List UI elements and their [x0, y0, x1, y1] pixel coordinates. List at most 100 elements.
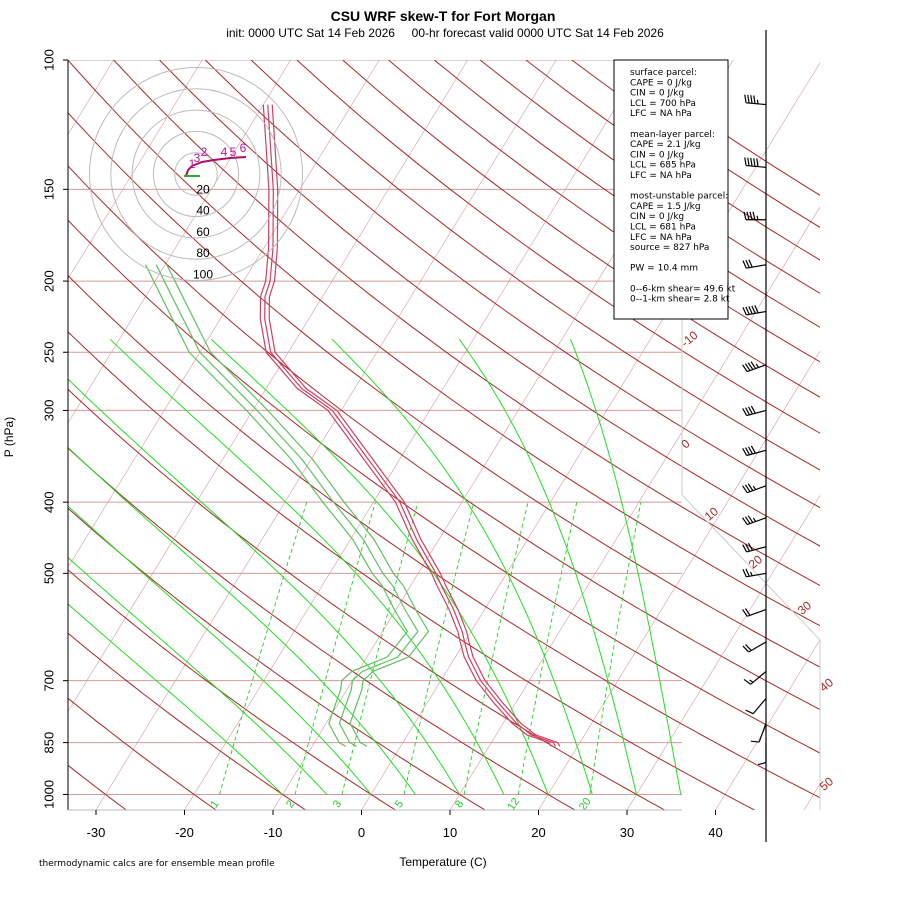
y-axis-label: P (hPa): [2, 417, 16, 457]
wind-barb-half: [752, 517, 757, 522]
wind-barb-flag: [744, 94, 747, 103]
dry-adiabat-line: [68, 165, 820, 711]
stats-line: CAPE = 0 J/kg: [630, 78, 692, 88]
chart-title: CSU WRF skew-T for Fort Morgan: [331, 8, 556, 24]
wind-barbs: [742, 30, 767, 842]
wind-barb-flag: [742, 408, 748, 416]
wind-barb-flag: [744, 516, 751, 524]
dry-adiabat-line: [68, 764, 127, 810]
hodograph-height-label: 3: [194, 151, 201, 165]
wind-barb-flag: [742, 609, 748, 617]
x-axis-label: Temperature (C): [399, 855, 486, 869]
wind-barb-flag: [744, 608, 751, 616]
dewpoint-line: [166, 264, 430, 747]
temperature-line: [268, 104, 561, 747]
wind-barb-flag: [743, 211, 747, 220]
wind-barb-flag: [747, 483, 754, 491]
wind-barb-flag: [750, 405, 756, 414]
wind-barb-flag: [745, 259, 750, 268]
parcel-stats-box: surface parcel:CAPE = 0 J/kg CIN = 0 J/kg…: [613, 59, 736, 320]
mixing-ratio-line: [403, 502, 475, 795]
wind-barb-flag: [742, 364, 748, 372]
footnote: thermodynamic calcs are for ensemble mea…: [39, 859, 275, 869]
wind-barb: [742, 515, 767, 526]
hodograph-height-label: 4: [221, 145, 228, 159]
temperature-tick-label: -30: [87, 825, 106, 840]
wind-barb-half: [749, 571, 753, 577]
dry-adiabat-line: [68, 274, 820, 799]
wind-barb-flag: [750, 157, 753, 167]
wind-barb-flag: [748, 306, 753, 315]
dry-adiabat-line: [159, 60, 820, 547]
wind-barb-staff: [746, 449, 767, 457]
wind-barb-flag: [742, 569, 747, 578]
wind-barb-staff: [746, 409, 767, 417]
hodograph-trace: [185, 156, 247, 177]
wind-barb-flag: [754, 305, 759, 314]
isotherm-line: [361, 62, 820, 810]
wind-barb-flag: [747, 406, 754, 415]
wind-barb-staff: [747, 364, 767, 373]
mixing-ratio-line: [463, 502, 529, 795]
mixing-ratio-line: [219, 502, 308, 795]
wind-barb-flag: [743, 678, 752, 685]
wind-barb-flag: [745, 644, 752, 651]
temperature-line: [264, 104, 556, 747]
stats-line: surface parcel:: [630, 68, 697, 78]
moist-adiabat-line: [68, 505, 372, 795]
hodograph-ring: [89, 67, 303, 281]
wind-barb-flag: [747, 157, 750, 166]
wind-barb-flag: [748, 259, 753, 268]
wind-barb-staff: [746, 572, 767, 578]
wind-barb-flag: [742, 517, 748, 525]
moist-adiabat-line: [68, 556, 328, 795]
wind-barb-flag: [742, 485, 748, 493]
wind-barb-flag: [751, 305, 756, 314]
wind-barb-flag: [745, 407, 751, 416]
wind-barb: [743, 670, 767, 685]
chart-subtitle: init: 0000 UTC Sat 14 Feb 2026 00-hr for…: [226, 26, 664, 40]
stats-line: LCL = 685 hPa: [630, 161, 696, 171]
hodograph-ring-label: 20: [196, 182, 210, 196]
stats-line: CIN = 0 J/kg: [630, 150, 684, 160]
wind-barb: [743, 211, 766, 221]
wind-barb-staff: [752, 698, 767, 715]
wind-barb-flag: [750, 740, 760, 743]
temperature-tick-label: -10: [264, 825, 283, 840]
mixing-ratio-label: 1: [208, 798, 221, 810]
mixing-ratio-label: 3: [331, 798, 344, 810]
sounding-profiles: [145, 104, 561, 747]
wind-barb-flag: [745, 709, 754, 715]
pressure-tick-label: 700: [41, 670, 56, 692]
hodograph-height-label: 2: [201, 145, 208, 159]
moist-adiabat-line: [210, 338, 549, 795]
hodograph-ring-label: 100: [193, 268, 213, 282]
wind-barb-staff: [746, 164, 767, 168]
hodograph: 20 40 60 80 100 123 4 5 6: [89, 67, 303, 282]
dewpoint-line: [145, 264, 409, 747]
wind-barb: [750, 723, 767, 743]
wind-barb-flag: [745, 306, 750, 315]
wind-barb-flag: [750, 95, 753, 104]
grid-lines: [68, 60, 820, 810]
wind-barb-flag: [756, 158, 759, 167]
hodograph-ring-label: 80: [196, 246, 210, 260]
hodograph-ring-label: 40: [196, 204, 210, 218]
stats-line: LFC = NA hPa: [630, 171, 692, 181]
isotherm-line: [68, 60, 468, 712]
wind-barb-staff: [750, 670, 767, 685]
temperature-tick-label: 0: [358, 825, 365, 840]
isotherm-line: [626, 494, 820, 810]
isotherm-label: 30: [795, 598, 814, 618]
wind-barb-flag: [747, 94, 750, 104]
wind-barb-flag: [747, 362, 754, 370]
wind-barb: [742, 568, 767, 578]
wind-barb: [742, 483, 767, 494]
hodograph-height-label: 5: [230, 145, 237, 159]
stats-box-frame: [613, 59, 729, 320]
isotherm-line: [68, 60, 203, 280]
wind-barb-flag: [744, 363, 751, 371]
pressure-tick-label: 400: [41, 491, 56, 513]
hodograph-ring: [131, 109, 261, 239]
wind-barb-flag: [747, 542, 754, 551]
